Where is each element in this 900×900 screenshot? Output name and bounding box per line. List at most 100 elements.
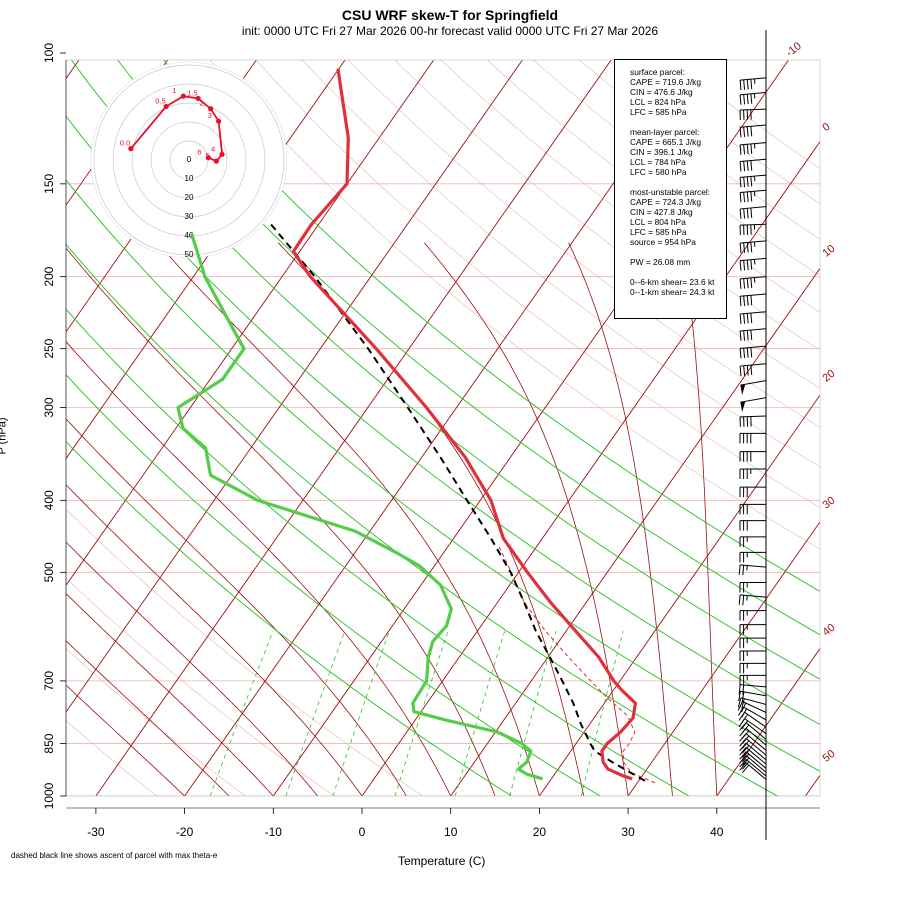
wind-barb-staff	[745, 727, 767, 746]
wind-barb-flag	[750, 295, 753, 306]
wind-barb-flag	[739, 314, 742, 325]
wind-barb	[739, 345, 767, 359]
hodograph-point	[205, 155, 211, 161]
wind-barb-flag	[750, 277, 753, 288]
x-tick-label: -30	[87, 825, 105, 839]
y-tick-label: 250	[42, 338, 56, 358]
moist-adiabat-line	[66, 247, 496, 796]
dry-adiabat-line	[66, 648, 246, 796]
theta-reference-line	[163, 60, 820, 592]
wind-barb-flag	[743, 208, 746, 219]
chart-subtitle: init: 0000 UTC Fri 27 Mar 2026 00-hr for…	[241, 24, 659, 38]
wind-barb-flag	[742, 757, 750, 766]
hodograph-ring-label: 10	[185, 174, 194, 183]
wind-barb-staff	[740, 257, 767, 262]
wind-barb	[739, 674, 766, 686]
most-unstable-parcel-header: most-unstable parcel:	[630, 187, 711, 197]
wind-barb-flag	[742, 740, 750, 749]
theta-reference-line	[66, 374, 602, 796]
wind-barb	[739, 624, 766, 635]
hodograph-point	[219, 151, 225, 157]
wind-barb-staff	[740, 690, 767, 697]
wind-barb-flag	[742, 684, 745, 695]
x-tick-label: -20	[176, 825, 194, 839]
wind-barb-staff	[745, 755, 767, 773]
wind-barb-flag	[742, 753, 750, 762]
wind-barb-staff	[740, 158, 767, 163]
wind-barb-flag	[746, 160, 749, 171]
wind-barb-flag	[739, 751, 747, 760]
wind-barb	[739, 223, 767, 236]
wind-barb-flag	[739, 260, 742, 271]
hodograph-point-label: 0.5	[155, 96, 165, 105]
wind-barb-staff	[745, 762, 767, 780]
hodograph-point-label: 3	[208, 111, 212, 120]
hodograph-ring	[131, 102, 247, 218]
moist-adiabat-line	[66, 418, 407, 796]
hodograph-point-label: 1.5	[187, 88, 197, 97]
isotherm-line	[450, 267, 820, 796]
dewpoint-trace	[176, 233, 544, 781]
hodograph-ring-label: 20	[185, 193, 194, 202]
isotherm-line	[716, 647, 820, 796]
wind-barb-flag	[743, 242, 746, 253]
precipitable-water-group: PW = 26.08 mm	[630, 257, 726, 267]
wind-barb	[739, 363, 767, 377]
isotherm-line	[361, 140, 820, 796]
dry-adiabat-line	[66, 720, 158, 796]
mixing-ratio-label: 1	[208, 802, 214, 813]
wind-barb	[738, 690, 767, 702]
most-unstable-lcl: LCL = 804 hPa	[630, 217, 686, 227]
isotherm-line	[0, 19, 19, 812]
wind-barb-flag	[743, 94, 746, 105]
wind-barb	[739, 174, 767, 188]
plot-frame	[65, 30, 821, 840]
wind-barb	[739, 637, 766, 649]
wind-barb-staff	[740, 189, 767, 193]
hodograph-ring	[112, 83, 266, 237]
wind-barb-flag	[737, 697, 742, 708]
wind-barb-flag	[739, 759, 747, 768]
wind-barb-staff	[740, 240, 767, 244]
wind-barb	[739, 486, 766, 498]
wind-barb-flag	[750, 329, 753, 341]
isotherm-label: 10	[820, 243, 837, 260]
hodograph-point	[216, 118, 222, 124]
most-unstable-source: source = 954 hPa	[630, 237, 696, 247]
dry-adiabat-line	[66, 508, 424, 796]
x-tick-label: 30	[621, 825, 635, 839]
hodograph-point	[195, 95, 201, 102]
wind-barb	[739, 328, 767, 341]
mixing-ratio-label: 20	[579, 802, 591, 813]
wind-barb-staff	[740, 564, 767, 568]
y-axis-label: P (hPa)	[0, 417, 9, 454]
wind-barb-pennant	[740, 401, 746, 413]
isotherm-line	[538, 394, 820, 796]
wind-barb-flag	[746, 365, 749, 376]
wind-barb-flag	[739, 733, 747, 742]
wind-barb-flag	[743, 278, 746, 289]
wind-barb	[739, 108, 767, 121]
mean-layer-lcl: LCL = 784 hPa	[630, 157, 686, 167]
wind-barb-flag	[739, 177, 742, 188]
wind-barb-flag	[742, 595, 745, 606]
wind-barb-flag	[739, 278, 742, 289]
surface-cape: CAPE = 719.6 J/kg	[630, 77, 701, 87]
wind-barb-flag	[743, 295, 746, 306]
wind-barb	[740, 397, 767, 413]
wind-barb-flag	[739, 144, 742, 155]
wind-barb	[739, 610, 766, 621]
wind-barb-flag	[750, 160, 753, 171]
wind-barb	[739, 158, 767, 172]
wind-barb-flag	[743, 79, 746, 90]
isotherm-label: -10	[784, 40, 804, 59]
wind-barb-flag	[739, 80, 742, 91]
y-tick-label: 200	[42, 266, 56, 286]
wind-barb	[738, 594, 767, 606]
mean-layer-cape: CAPE = 665.1 J/kg	[630, 137, 701, 147]
wind-barb	[738, 684, 767, 695]
wind-barb-pennant	[740, 384, 746, 395]
isotherm-label: 40	[820, 622, 837, 639]
